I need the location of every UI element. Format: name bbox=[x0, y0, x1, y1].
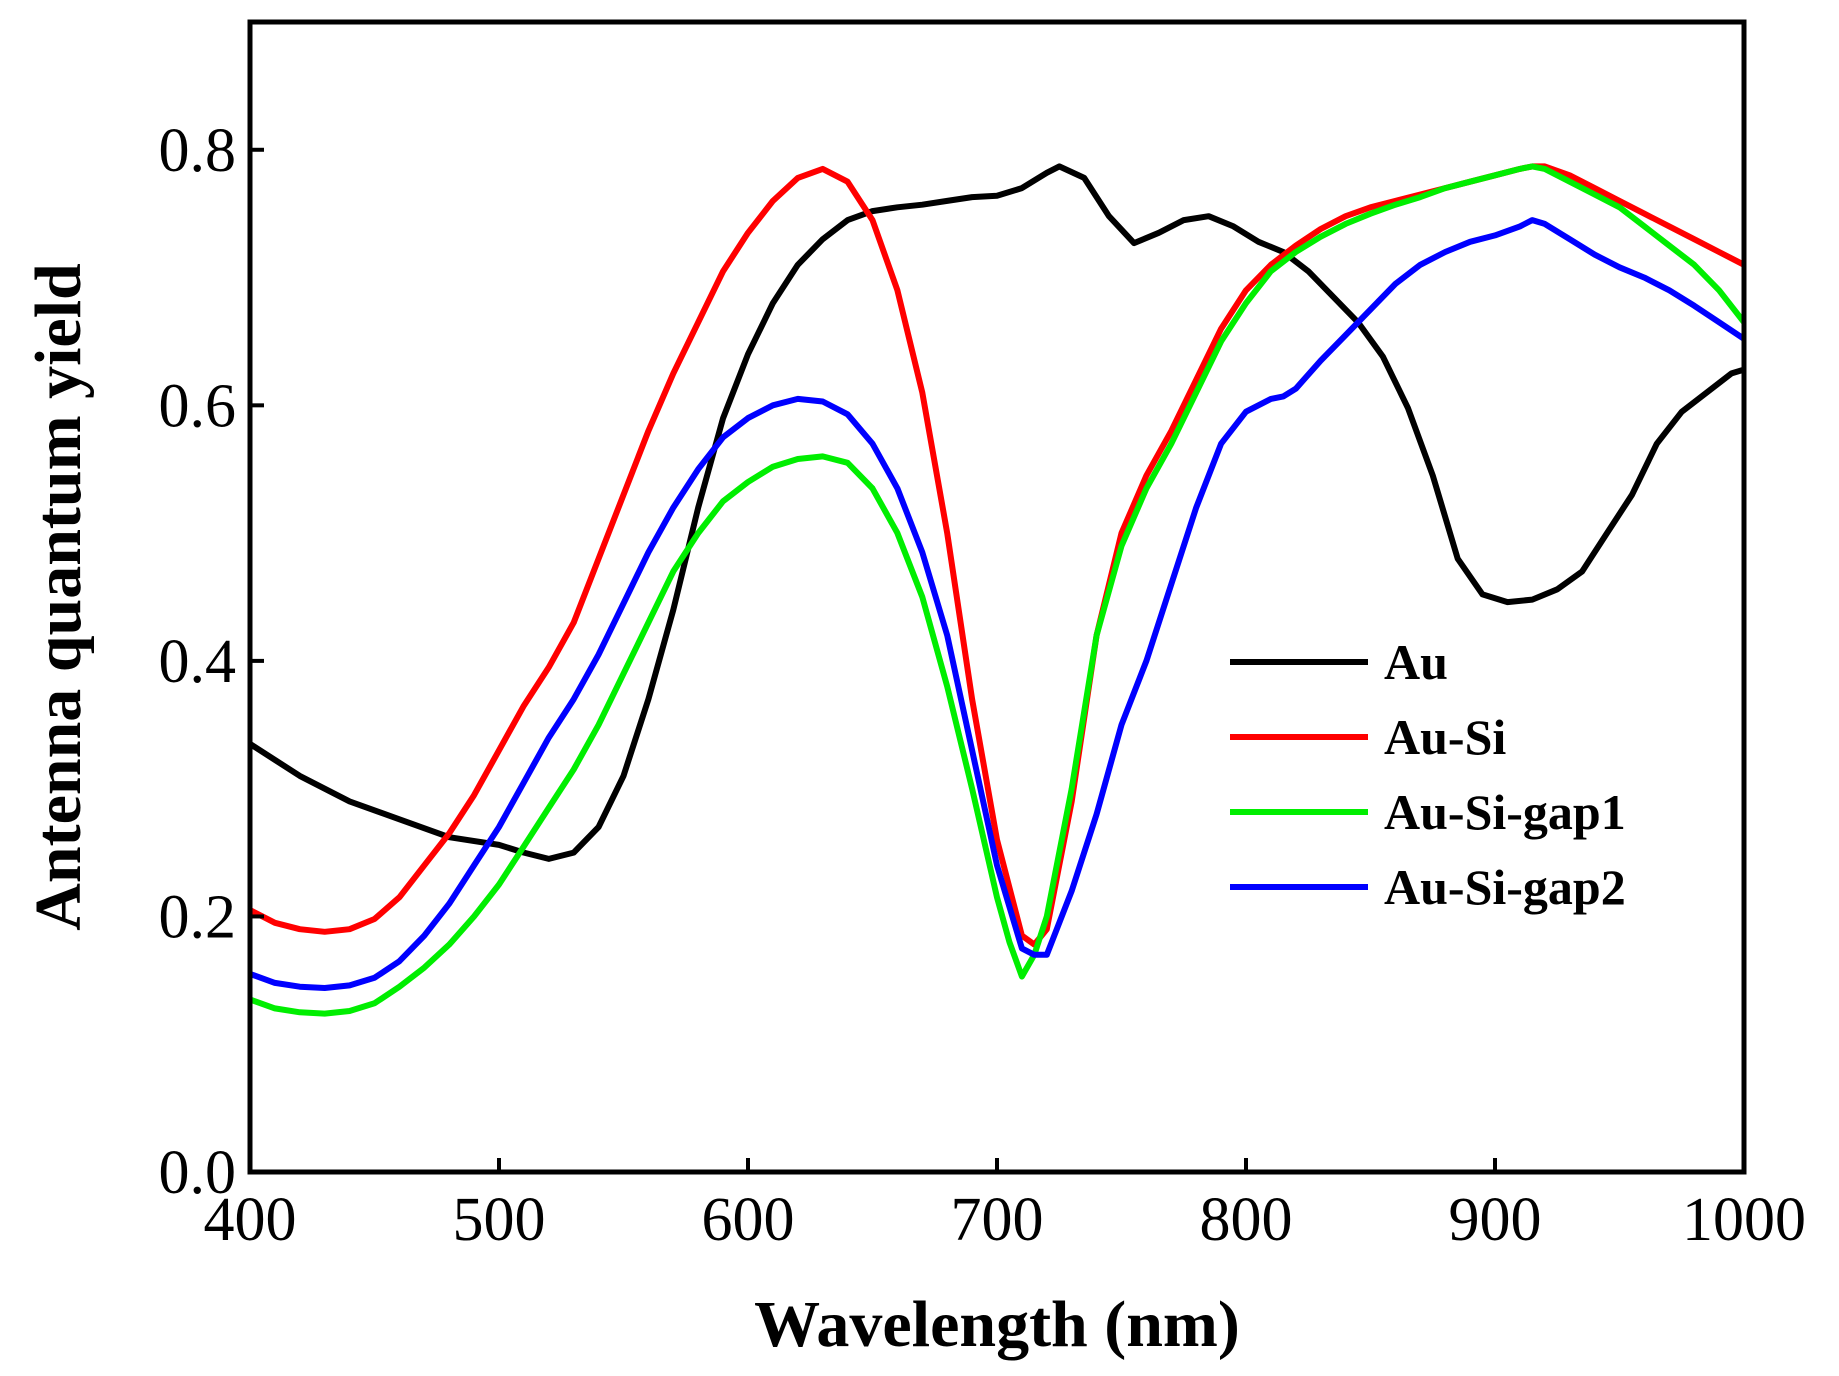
x-axis: 400 500 600 700 800 900 1000 bbox=[204, 1158, 1806, 1254]
y-tick-label: 0.2 bbox=[159, 883, 237, 951]
y-tick-label: 0.8 bbox=[159, 117, 237, 185]
x-axis-title: Wavelength (nm) bbox=[754, 1288, 1240, 1361]
x-tick-label: 600 bbox=[702, 1186, 795, 1254]
series-line-au-si-gap1 bbox=[250, 163, 1744, 1017]
x-tick-label: 800 bbox=[1200, 1186, 1293, 1254]
y-axis-title: Antenna quantum yield bbox=[22, 263, 95, 931]
legend: Au Au-Si Au-Si-gap1 Au-Si-gap2 bbox=[1230, 634, 1626, 915]
legend-label-au-si-gap1: Au-Si-gap1 bbox=[1384, 784, 1626, 840]
y-axis: 0.0 0.2 0.4 0.6 0.8 bbox=[159, 117, 264, 1207]
x-tick-label: 400 bbox=[204, 1186, 297, 1254]
series-layer bbox=[250, 163, 1744, 1017]
legend-label-au-si-gap2: Au-Si-gap2 bbox=[1384, 859, 1626, 915]
series-line-au bbox=[250, 163, 1744, 862]
y-tick-label: 0.4 bbox=[159, 628, 237, 696]
legend-label-au-si: Au-Si bbox=[1384, 709, 1506, 765]
x-tick-label: 700 bbox=[951, 1186, 1044, 1254]
y-tick-label: 0.6 bbox=[159, 372, 237, 440]
x-tick-label: 900 bbox=[1449, 1186, 1542, 1254]
x-tick-label: 1000 bbox=[1682, 1186, 1806, 1254]
y-tick-label: 0.0 bbox=[159, 1139, 237, 1207]
legend-label-au: Au bbox=[1384, 634, 1448, 690]
series-line-au-si-gap2 bbox=[250, 217, 1744, 991]
x-tick-label: 500 bbox=[453, 1186, 546, 1254]
